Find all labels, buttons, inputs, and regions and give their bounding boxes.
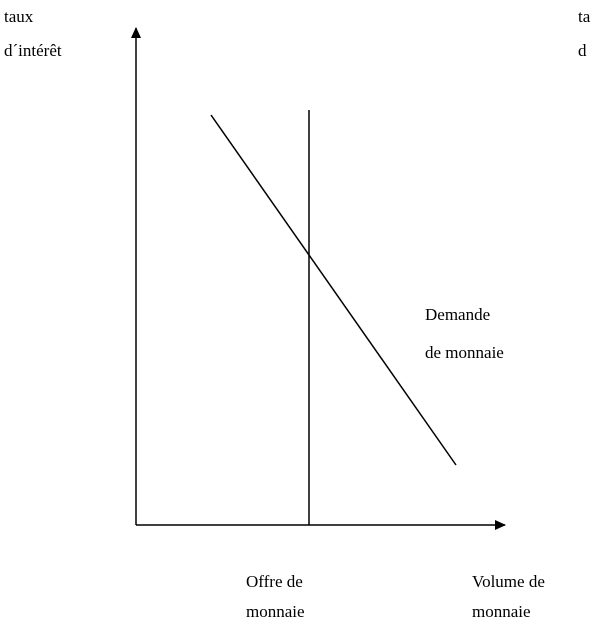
y-axis-label: taux — [4, 7, 34, 26]
supply-label: monnaie — [246, 602, 305, 621]
cropped-label: d — [578, 41, 587, 60]
demand-label: de monnaie — [425, 343, 504, 362]
supply-label: Offre de — [246, 572, 303, 591]
x-axis-label: Volume de — [472, 572, 545, 591]
cropped-label: ta — [578, 7, 591, 26]
demand-line — [210, 114, 457, 466]
y-axis-label: d´intérêt — [4, 41, 62, 60]
demand-label: Demande — [425, 305, 490, 324]
x-axis-label: monnaie — [472, 602, 531, 621]
